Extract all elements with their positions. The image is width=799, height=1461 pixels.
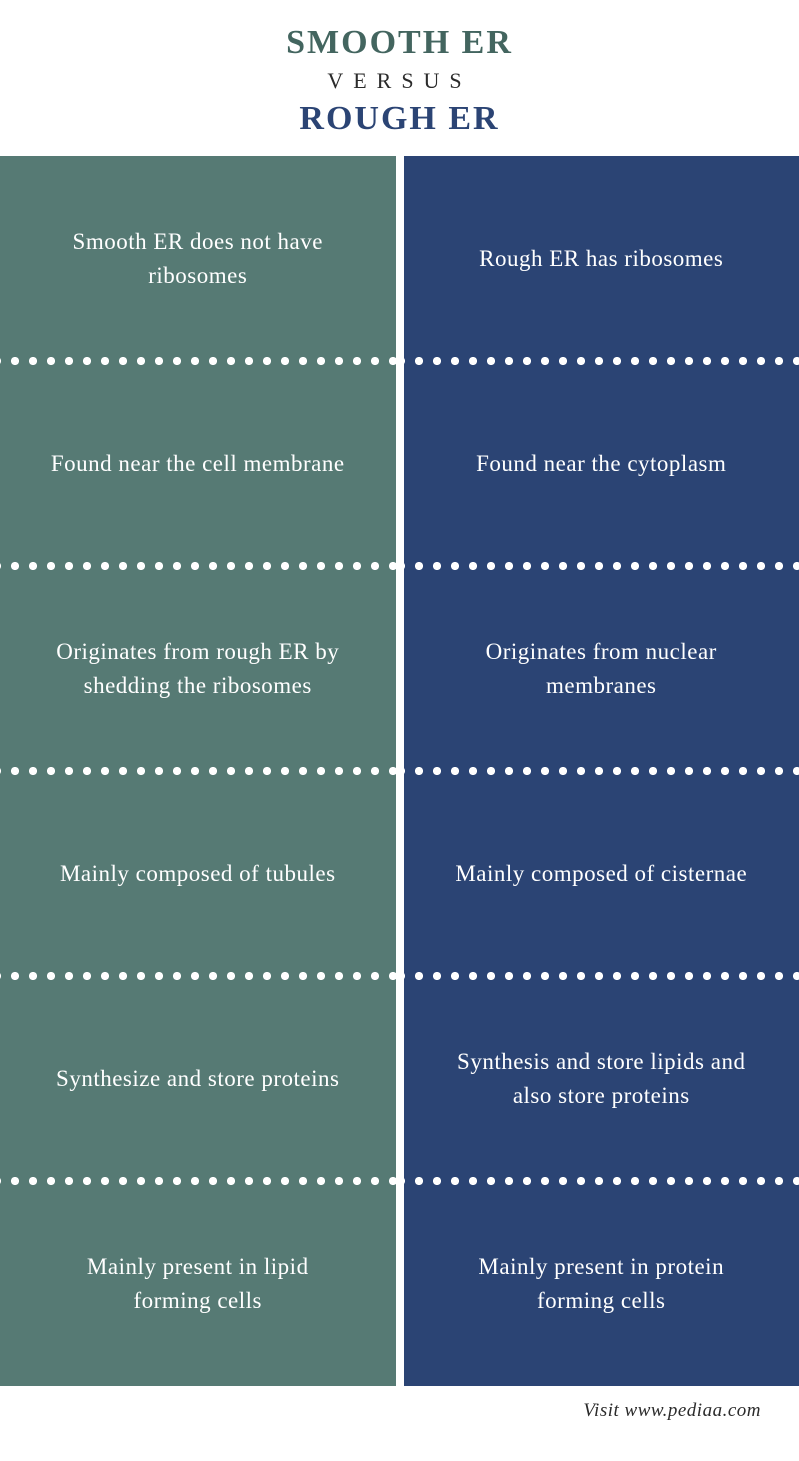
header: SMOOTH ER VERSUS ROUGH ER [0,0,799,156]
left-cell-5: Mainly present in lipid forming cells [0,1181,396,1386]
right-cell-0: Rough ER has ribosomes [404,156,799,361]
title-smooth-er: SMOOTH ER [0,24,799,62]
versus-label: VERSUS [0,68,799,94]
right-cell-1: Found near the cytoplasm [404,361,799,566]
right-column: Rough ER has ribosomes Found near the cyt… [400,156,799,1386]
title-rough-er: ROUGH ER [0,100,799,138]
right-cell-4: Synthesis and store lipids and also stor… [404,976,799,1181]
footer: Visit www.pediaa.com [0,1386,799,1446]
comparison-grid: Smooth ER does not have ribosomes Found n… [0,156,799,1386]
footer-text: Visit www.pediaa.com [583,1400,761,1421]
right-cell-3: Mainly composed of cisternae [404,771,799,976]
right-cell-text-5: Mainly present in protein forming cells [452,1250,752,1317]
left-cell-0: Smooth ER does not have ribosomes [0,156,396,361]
left-cell-text-1: Found near the cell membrane [51,447,345,480]
left-cell-text-2: Originates from rough ER by shedding the… [48,635,348,702]
left-cell-text-4: Synthesize and store proteins [56,1062,339,1095]
left-cell-4: Synthesize and store proteins [0,976,396,1181]
right-cell-text-3: Mainly composed of cisternae [455,857,747,890]
left-cell-3: Mainly composed of tubules [0,771,396,976]
right-cell-text-2: Originates from nuclear membranes [452,635,752,702]
left-cell-text-5: Mainly present in lipid forming cells [48,1250,348,1317]
right-cell-text-1: Found near the cytoplasm [476,447,726,480]
left-column: Smooth ER does not have ribosomes Found n… [0,156,400,1386]
right-cell-5: Mainly present in protein forming cells [404,1181,799,1386]
left-cell-2: Originates from rough ER by shedding the… [0,566,396,771]
left-cell-text-0: Smooth ER does not have ribosomes [48,225,348,292]
right-cell-2: Originates from nuclear membranes [404,566,799,771]
right-cell-text-0: Rough ER has ribosomes [479,242,723,275]
right-cell-text-4: Synthesis and store lipids and also stor… [452,1045,752,1112]
left-cell-1: Found near the cell membrane [0,361,396,566]
left-cell-text-3: Mainly composed of tubules [60,857,336,890]
